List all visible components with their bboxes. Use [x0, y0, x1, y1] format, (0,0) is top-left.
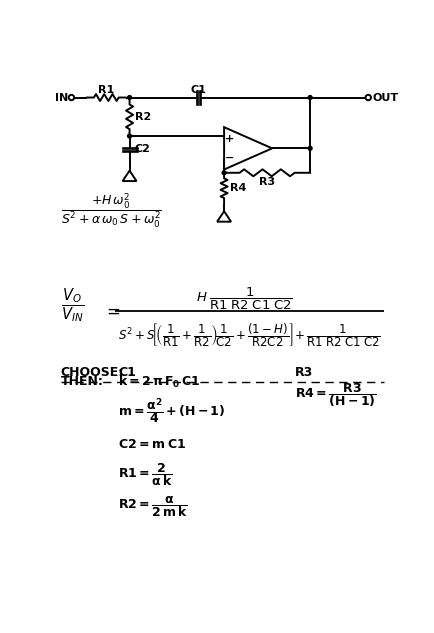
- Text: $S^2 + S\!\left[\!\left(\dfrac{1}{\mathrm{R1}}+\dfrac{1}{\mathrm{R2}}\right)\!\d: $S^2 + S\!\left[\!\left(\dfrac{1}{\mathr…: [118, 321, 380, 349]
- Text: $\dfrac{+H\,\omega_0^2}{S^2 + \alpha\,\omega_0\,S + \omega_0^2}$: $\dfrac{+H\,\omega_0^2}{S^2 + \alpha\,\o…: [60, 191, 161, 230]
- Text: CHOOSE:: CHOOSE:: [60, 366, 124, 379]
- Circle shape: [307, 96, 311, 99]
- Text: $\mathbf{R2 = \dfrac{\alpha}{2\,m\,k}}$: $\mathbf{R2 = \dfrac{\alpha}{2\,m\,k}}$: [118, 494, 187, 519]
- Circle shape: [127, 96, 131, 99]
- Circle shape: [307, 146, 311, 150]
- Text: $=$: $=$: [103, 302, 120, 320]
- Text: R4: R4: [229, 183, 245, 193]
- Text: C1: C1: [118, 366, 135, 379]
- Text: R1: R1: [98, 85, 114, 95]
- Text: $\mathbf{m = \dfrac{\alpha^2}{4} + (H - 1)}$: $\mathbf{m = \dfrac{\alpha^2}{4} + (H - …: [118, 396, 225, 425]
- Circle shape: [222, 171, 226, 175]
- Text: $H\;\dfrac{1}{\mathrm{R1\;R2\;C1\;C2}}$: $H\;\dfrac{1}{\mathrm{R1\;R2\;C1\;C2}}$: [195, 285, 292, 311]
- Text: $\mathbf{R4 = \dfrac{R3}{(H-1)}}$: $\mathbf{R4 = \dfrac{R3}{(H-1)}}$: [294, 382, 375, 410]
- Text: R2: R2: [135, 112, 151, 122]
- Text: $\mathbf{k = 2\,\pi\,F_0\,C1}$: $\mathbf{k = 2\,\pi\,F_0\,C1}$: [118, 373, 200, 390]
- Text: $\mathbf{C2 = m\;C1}$: $\mathbf{C2 = m\;C1}$: [118, 438, 186, 451]
- Text: R3: R3: [294, 366, 312, 379]
- Text: $\dfrac{V_O}{V_{IN}}$: $\dfrac{V_O}{V_{IN}}$: [60, 287, 83, 324]
- Text: C1: C1: [190, 85, 206, 95]
- Text: IN: IN: [55, 92, 68, 103]
- Text: OUT: OUT: [371, 92, 398, 103]
- Text: $\mathbf{R1 = \dfrac{2}{\alpha\,k}}$: $\mathbf{R1 = \dfrac{2}{\alpha\,k}}$: [118, 461, 172, 487]
- Text: R3: R3: [259, 177, 275, 187]
- Text: +: +: [224, 134, 233, 144]
- Text: C2: C2: [135, 144, 151, 154]
- Text: −: −: [224, 153, 233, 163]
- Text: THEN:: THEN:: [60, 375, 103, 388]
- Circle shape: [127, 134, 131, 138]
